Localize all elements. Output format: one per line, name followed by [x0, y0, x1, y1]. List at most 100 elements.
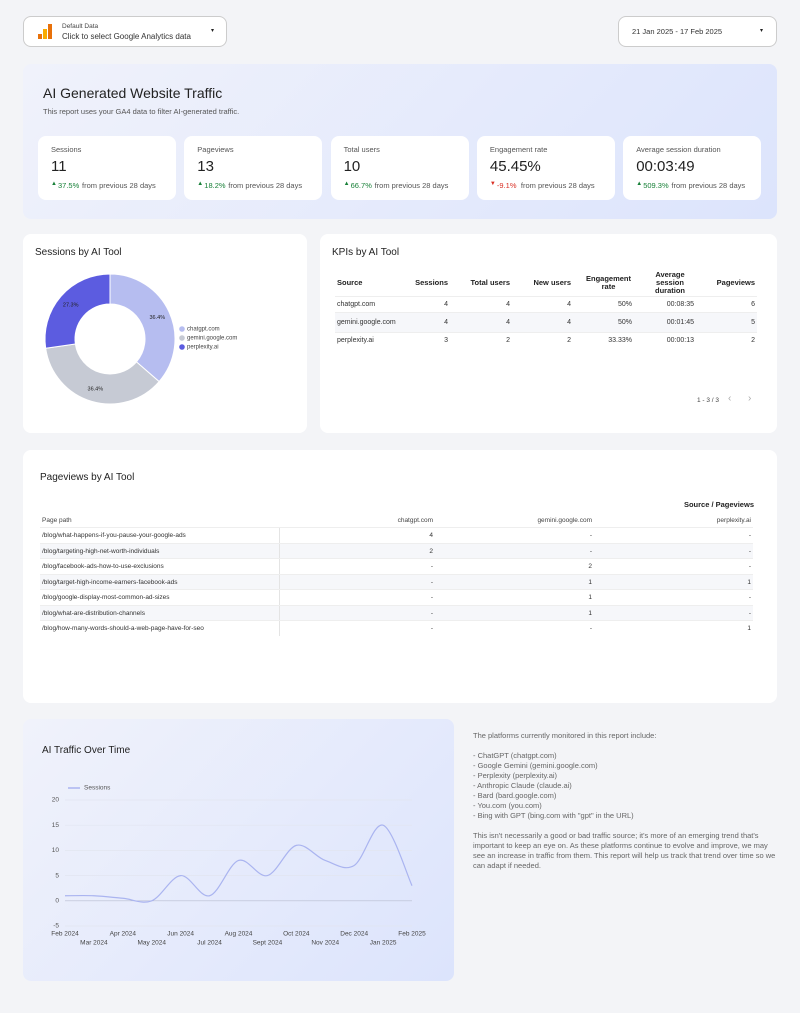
- y-tick-label: -5: [53, 923, 59, 930]
- traffic-card: AI Traffic Over Time: [23, 719, 454, 981]
- table-cell: -: [589, 547, 592, 555]
- kpi-change: 66.7%: [350, 180, 372, 190]
- table-cell: 4: [506, 318, 510, 326]
- pie-slice: [44, 273, 111, 349]
- legend-swatch: [179, 344, 185, 350]
- table-cell: gemini.google.com: [337, 318, 396, 326]
- table-header: Source Sessions Total users New users Engage…: [335, 270, 757, 296]
- date-range-dropdown[interactable]: 21 Jan 2025 - 17 Feb 2025 ▾: [618, 16, 777, 47]
- table-cell: 3: [444, 337, 448, 345]
- data-source-label: Default Data: [62, 23, 99, 30]
- x-tick-label: Feb 2025: [398, 931, 426, 938]
- column-header: Source: [337, 278, 363, 287]
- kpi-card: Total users 10 ▲ 66.7% from previous 28 days: [330, 136, 469, 200]
- table-cell: -: [748, 594, 751, 601]
- platform-item: - You.com (you.com): [473, 801, 542, 810]
- kpi-table-card: KPIs by AI Tool 1 - 3 / 3 ‹ › Source Sess…: [320, 234, 777, 433]
- table-cell: 4: [567, 300, 571, 308]
- slice-label: 27.3%: [63, 302, 79, 308]
- table-cell: 6: [751, 300, 755, 308]
- table-cell: -: [589, 625, 592, 632]
- notes-intro: The platforms currently monitored in thi…: [473, 731, 657, 740]
- kpi-value: 00:03:49: [636, 158, 695, 175]
- table-cell: 2: [506, 337, 510, 345]
- kpi-card: Pageviews 13 ▲ 18.2% from previous 28 days: [184, 136, 323, 200]
- x-tick-label: Apr 2024: [110, 931, 137, 938]
- pie-chart: 36.4% chatgpt.com 36.4% gemini.google.com 27…: [44, 273, 237, 405]
- column-header: Total users: [470, 278, 510, 287]
- table-cell: -: [430, 578, 433, 586]
- next-page[interactable]: ›: [748, 393, 752, 404]
- column-header: Pageviews: [716, 278, 755, 287]
- kpi-label: Average session duration: [636, 145, 721, 154]
- table-cell: 4: [567, 318, 571, 326]
- x-tick-label: Aug 2024: [225, 931, 253, 938]
- group-header: Source / Pageviews: [683, 500, 754, 509]
- table-row: /blog/google-display-most-common-ad-size…: [40, 589, 753, 605]
- column-header: Sessions: [415, 278, 448, 287]
- kpi-change: 37.5%: [58, 180, 80, 190]
- table-cell: -: [430, 625, 433, 632]
- table-cell: 1: [588, 609, 592, 617]
- dropdown-caret: ▾: [760, 28, 764, 34]
- table-cell: -: [748, 547, 751, 555]
- summary-subtitle: This report uses your GA4 data to filter…: [43, 107, 240, 116]
- kpi-label: Sessions: [51, 145, 82, 154]
- legend-swatch: [179, 335, 185, 341]
- table-cell: perplexity.ai: [337, 337, 374, 345]
- legend-label: chatgpt.com: [187, 327, 220, 333]
- series-line: [64, 824, 413, 903]
- table-cell: /blog/what-happens-if-you-pause-your-goo…: [40, 528, 280, 543]
- x-tick-label: Mar 2024: [80, 940, 108, 947]
- table-cell: 1: [747, 625, 751, 632]
- table-cell: 2: [588, 563, 592, 570]
- y-tick-label: 0: [55, 898, 59, 905]
- table-row: /blog/what-are-distribution-channels - 1 -: [40, 604, 753, 621]
- notes: The platforms currently monitored in thi…: [473, 731, 778, 871]
- table-cell: 50%: [617, 300, 632, 308]
- x-tick-label: May 2024: [137, 940, 166, 947]
- table-cell: /blog/what-are-distribution-channels: [40, 605, 280, 621]
- x-tick-label: Jul 2024: [197, 940, 222, 947]
- table-cell: 1: [747, 578, 751, 586]
- column-header: New users: [533, 278, 571, 287]
- platform-item: - Perplexity (perplexity.ai): [473, 771, 558, 780]
- table-row: /blog/facebook-ads-how-to-use-exclusions…: [40, 558, 753, 574]
- kpi-label: Total users: [343, 145, 380, 154]
- kpi-card: Average session duration 00:03:49 ▲ 509.3% f…: [623, 136, 762, 200]
- y-tick-label: 10: [52, 847, 60, 854]
- table-row: /blog/targeting-high-net-worth-individua…: [40, 542, 753, 559]
- platform-list: - ChatGPT (chatgpt.com) - Google Gemini (…: [473, 751, 778, 821]
- dropdown-caret: ▾: [211, 28, 215, 34]
- column-header: chatgpt.com: [397, 516, 433, 524]
- x-tick-label: Oct 2024: [283, 931, 310, 938]
- table-cell: -: [430, 563, 433, 570]
- column-header: gemini.google.com: [537, 516, 592, 524]
- table-row: /blog/how-many-words-should-a-web-page-h…: [40, 620, 753, 636]
- table-cell: /blog/targeting-high-net-worth-individua…: [40, 543, 280, 559]
- table-row: perplexity.ai 3 2 2 33.33% 00:00:13 2: [335, 332, 757, 349]
- pageviews-card: Pageviews by AI Tool Source / Pageviews …: [23, 450, 777, 703]
- kpi-label: Pageviews: [197, 145, 234, 154]
- column-header: perplexity.ai: [716, 516, 751, 524]
- pagination: 1 - 3 / 3: [697, 397, 720, 404]
- column-header: Average session duration: [655, 270, 685, 295]
- legend-label: perplexity.ai: [187, 345, 219, 351]
- y-tick-label: 20: [52, 797, 60, 804]
- table-row: /blog/target-high-income-earners-faceboo…: [40, 573, 753, 590]
- data-source-dropdown[interactable]: Default Data Click to select Google Anal…: [23, 16, 227, 47]
- table-cell: 4: [444, 300, 448, 308]
- change-arrow: ▲: [636, 181, 643, 187]
- table-cell: 5: [751, 318, 755, 326]
- table-row: gemini.google.com 4 4 4 50% 00:01:45 5: [335, 312, 757, 332]
- platform-item: - Anthropic Claude (claude.ai): [473, 781, 572, 790]
- kpi-card: Engagement rate 45.45% ▼ -9.1% from previous…: [476, 136, 615, 200]
- platform-item: - Google Gemini (gemini.google.com): [473, 761, 598, 770]
- pie-slice: [109, 273, 176, 383]
- table-cell: -: [748, 532, 751, 539]
- kpi-value: 11: [51, 158, 67, 175]
- prev-page[interactable]: ‹: [728, 393, 732, 404]
- column-header: Page path: [42, 516, 72, 524]
- table-cell: -: [430, 609, 433, 617]
